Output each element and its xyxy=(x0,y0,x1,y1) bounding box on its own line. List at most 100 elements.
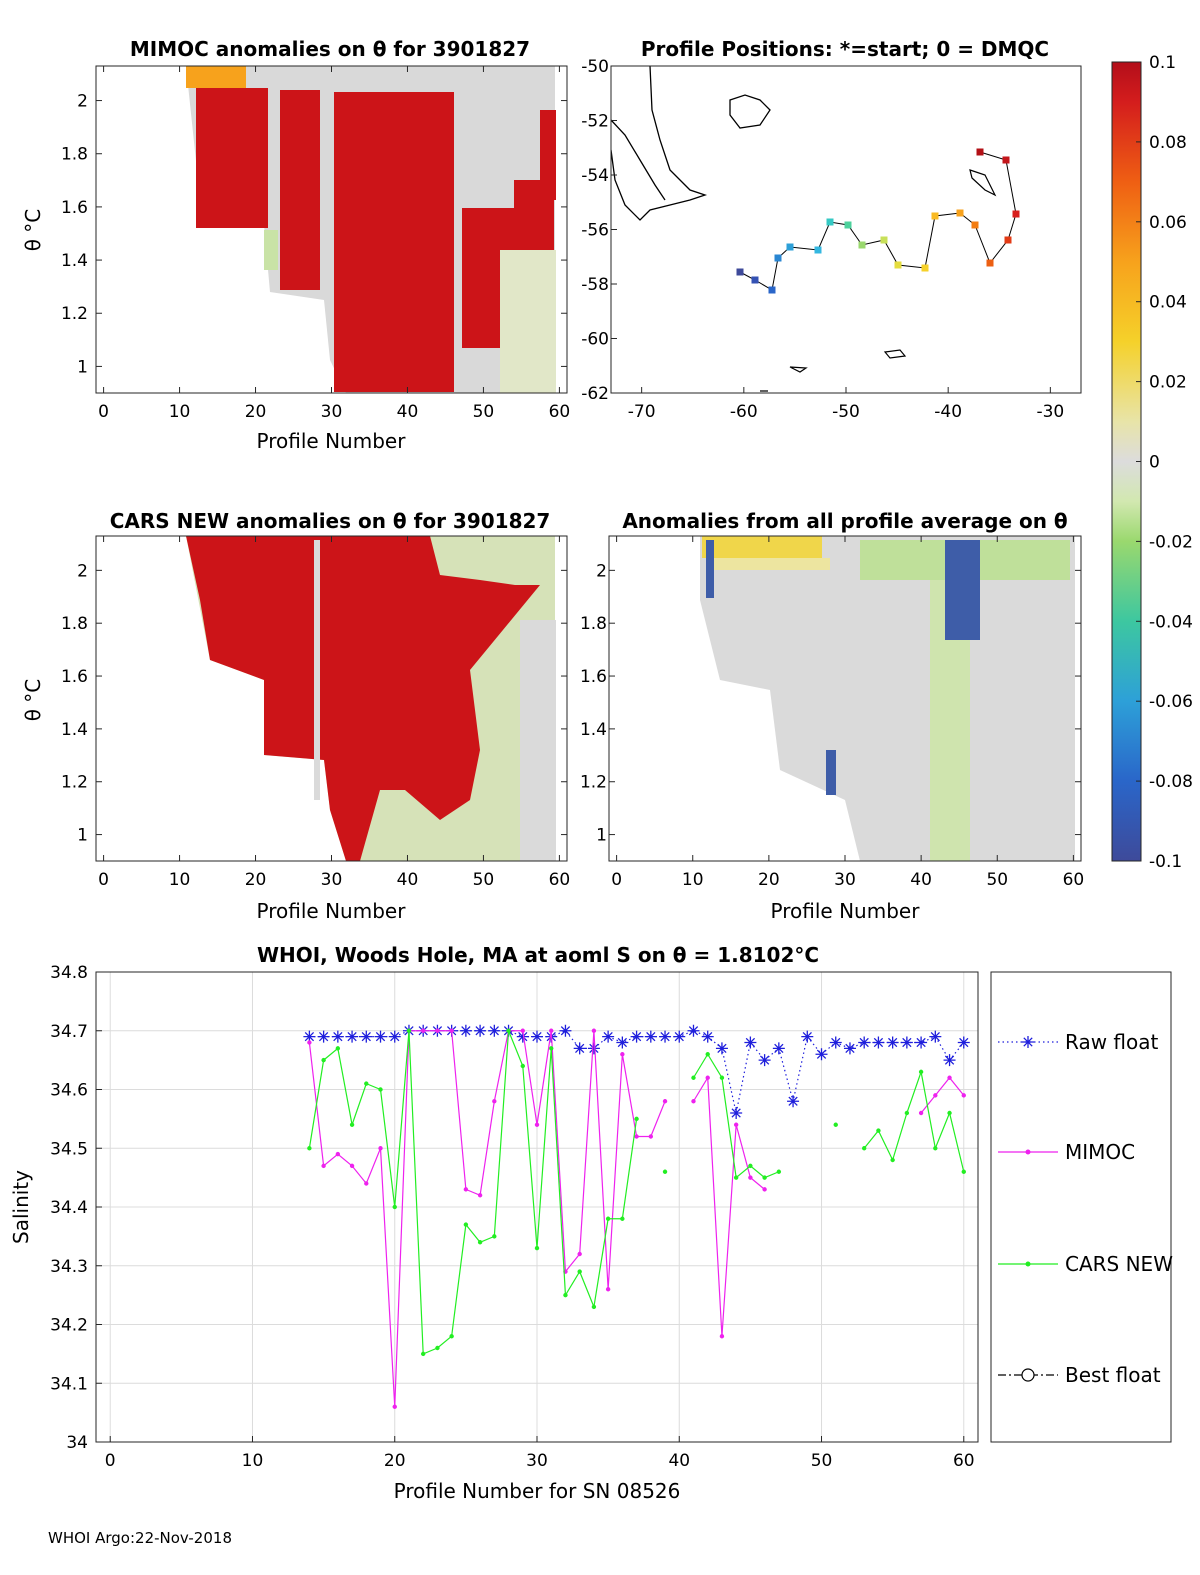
mimoc-point xyxy=(577,1251,582,1257)
raw-float-point xyxy=(317,1030,330,1043)
raw-float-point xyxy=(801,1030,814,1043)
map-x-tick-label: -60 xyxy=(730,402,758,422)
coastline-south-america xyxy=(611,66,708,221)
y-tick-label: 34 xyxy=(66,1433,88,1453)
colorbar-tick-label: 0.04 xyxy=(1149,293,1187,313)
mimoc-point xyxy=(349,1163,355,1169)
raw-float-point xyxy=(943,1054,956,1067)
raw-float-point xyxy=(715,1042,728,1055)
cars-new-point xyxy=(947,1110,952,1116)
cars-new-point xyxy=(890,1157,895,1163)
raw-float-point xyxy=(488,1024,501,1037)
cars-new-point xyxy=(477,1240,483,1245)
x-tick-label: 60 xyxy=(1063,870,1085,890)
mimoc-warm-block-6 xyxy=(540,110,556,200)
raw-float-point xyxy=(858,1036,871,1049)
mimoc-xlabel: Profile Number xyxy=(257,429,407,453)
mimoc-line xyxy=(692,1075,765,1337)
track-point xyxy=(976,148,984,156)
track-point xyxy=(894,261,902,269)
mimoc-line xyxy=(920,1076,965,1114)
cars-new-point xyxy=(449,1334,454,1339)
x-tick-label: 10 xyxy=(682,870,704,890)
mimoc-point xyxy=(321,1163,326,1169)
cars-new-point xyxy=(733,1175,739,1180)
track-point xyxy=(751,276,759,284)
series-mimoc xyxy=(307,1028,966,1409)
x-tick-label: 20 xyxy=(245,870,267,890)
raw-float-point xyxy=(374,1030,387,1043)
salinity-ticks: 0 10 20 30 40 50 60 34 34.1 34.2 34.3 34.4 34.5 34.6 3… xyxy=(50,963,974,1471)
map-title: Profile Positions: *=start; 0 = DMQC xyxy=(641,37,1049,61)
cars-new-line xyxy=(863,1069,965,1172)
colorbar-tick-label: -0.06 xyxy=(1149,692,1193,712)
mimoc-point xyxy=(534,1122,540,1127)
mimoc-point xyxy=(947,1075,952,1080)
mimoc-point xyxy=(762,1187,767,1192)
cars-new-point xyxy=(719,1075,725,1080)
cars-panel: CARS NEW anomalies on θ for 3901827 0 10 2… xyxy=(21,509,570,923)
cars-new-point xyxy=(876,1128,881,1133)
cars-warm-area xyxy=(186,536,540,861)
mimoc-point xyxy=(648,1134,654,1139)
mimoc-title: MIMOC anomalies on θ for 3901827 xyxy=(130,37,530,61)
y-tick-label: 1.6 xyxy=(61,667,88,687)
x-tick-label: 40 xyxy=(397,870,419,890)
mimoc-point xyxy=(733,1122,739,1127)
raw-float-point xyxy=(587,1042,600,1055)
map-y-tick-label: -54 xyxy=(581,166,609,186)
cars-new-point xyxy=(833,1122,838,1127)
cars-field xyxy=(186,536,556,861)
salinity-xlabel: Profile Number for SN 08526 xyxy=(394,1479,681,1503)
footer-text: WHOI Argo:22-Nov-2018 xyxy=(48,1529,232,1547)
y-tick-label: 1.4 xyxy=(61,251,88,271)
legend-label-mimoc: MIMOC xyxy=(1065,1140,1135,1164)
map-y-tick-label: -62 xyxy=(581,384,609,404)
coastline-islands-1 xyxy=(729,94,771,129)
mimoc-point xyxy=(307,1040,312,1045)
map-y-tick-label: -58 xyxy=(581,275,609,295)
cars-new-point xyxy=(364,1081,369,1086)
salinity-ylabel: Salinity xyxy=(9,1170,33,1244)
legend-marker-mimoc xyxy=(1025,1149,1031,1155)
cars-ylabel: θ °C xyxy=(21,679,45,722)
legend-marker-cars-new xyxy=(1025,1261,1031,1267)
track-point xyxy=(736,268,744,276)
legend-marker-best-float xyxy=(1021,1368,1035,1382)
y-tick-label: 34.4 xyxy=(50,1198,88,1218)
mimoc-point xyxy=(364,1181,369,1186)
raw-float-point xyxy=(701,1030,714,1043)
mimoc-point xyxy=(449,1028,454,1033)
avg-title: Anomalies from all profile average on θ xyxy=(622,509,1067,533)
y-tick-label: 34.3 xyxy=(50,1257,88,1277)
colorbar: 0.1 0.08 0.06 0.04 0.02 0 -0.02 -0.04 -0.06 -0.08… xyxy=(1111,53,1193,872)
cars-new-point xyxy=(748,1163,753,1169)
y-tick-label: 1 xyxy=(77,826,88,846)
cars-new-point xyxy=(577,1269,582,1274)
raw-float-point xyxy=(516,1030,529,1043)
mimoc-point xyxy=(634,1134,639,1139)
salinity-title: WHOI, Woods Hole, MA at aoml S on θ = 1.… xyxy=(257,943,819,967)
y-tick-label: 34.6 xyxy=(50,1081,88,1101)
y-tick-label: 34.2 xyxy=(50,1316,88,1336)
avg-cold-spot xyxy=(826,750,836,795)
legend-label-best-float: Best float xyxy=(1065,1363,1161,1387)
raw-float-point xyxy=(744,1036,757,1049)
x-tick-label: 50 xyxy=(986,870,1008,890)
track-point xyxy=(774,254,782,262)
y-tick-label: 1 xyxy=(77,357,88,377)
x-tick-label: 10 xyxy=(169,402,191,422)
raw-float-point xyxy=(474,1024,487,1037)
track-point xyxy=(858,241,866,249)
mimoc-point xyxy=(392,1404,397,1409)
legend-marker-raw-float xyxy=(1022,1036,1034,1048)
track-point xyxy=(814,246,822,254)
cars-new-point xyxy=(335,1046,341,1051)
cars-new-point xyxy=(506,1028,511,1033)
mimoc-point xyxy=(520,1028,525,1033)
salinity-chart: WHOI, Woods Hole, MA at aoml S on θ = 1.… xyxy=(9,943,1173,1503)
colorbar-tick-label: 0.02 xyxy=(1149,373,1187,393)
map-x-tick-label: -40 xyxy=(934,402,962,422)
mimoc-point xyxy=(463,1187,469,1192)
